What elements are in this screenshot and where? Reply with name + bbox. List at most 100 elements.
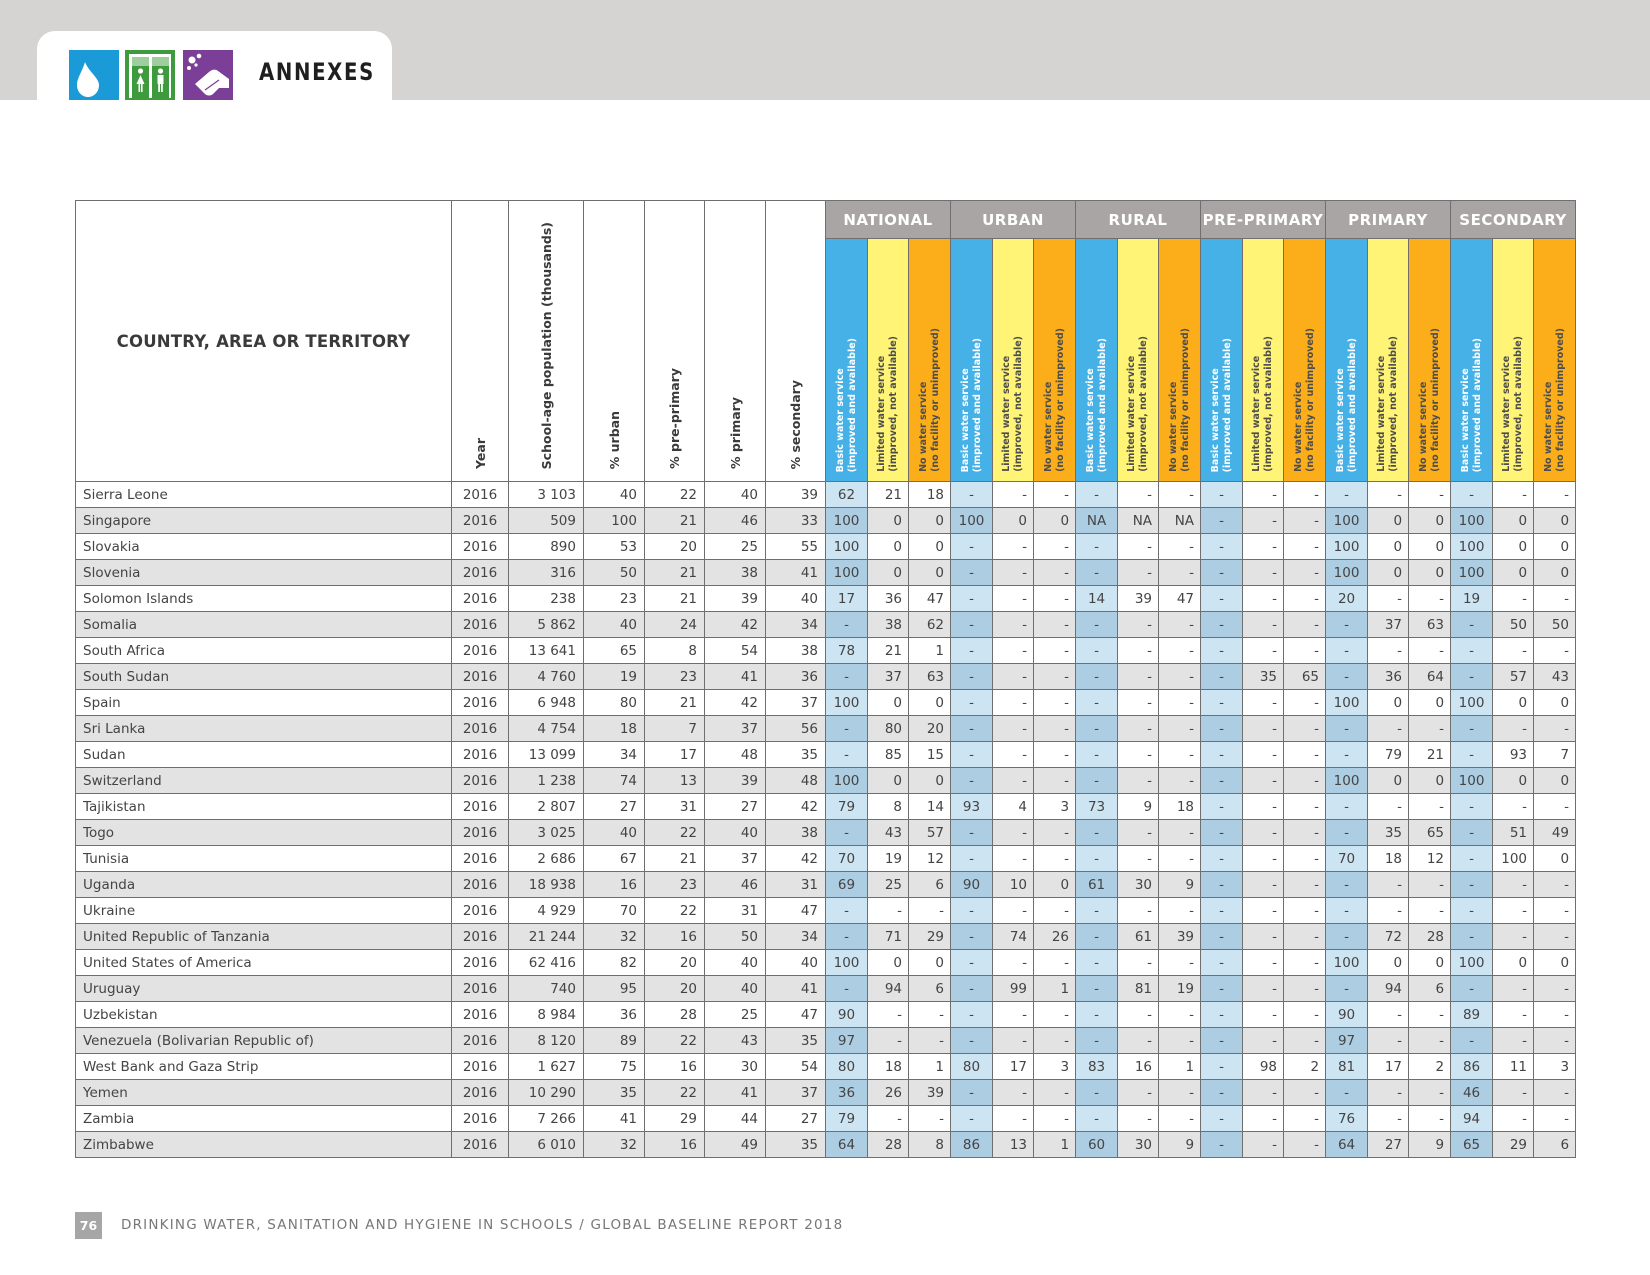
subheader-line-2: (improved and available) [1471, 337, 1483, 472]
table-cell: 100 [825, 507, 868, 534]
table-cell: 93 [950, 793, 994, 820]
subheader-line-2: (improved and available) [1221, 337, 1233, 472]
table-cell: - [1492, 715, 1535, 742]
subheader-line-2: (improved and available) [1346, 337, 1358, 472]
table-cell: - [1242, 533, 1285, 560]
table-cell: - [1242, 715, 1285, 742]
table-cell: - [1075, 975, 1119, 1002]
table-cell: - [1033, 715, 1077, 742]
table-cell: - [1075, 1079, 1119, 1106]
table-cell: 20 [1325, 585, 1369, 612]
table-cell: 100 [825, 559, 868, 586]
table-cell: - [1242, 793, 1285, 820]
table-cell: 36 [825, 1079, 868, 1106]
table-cell: 16 [1117, 1053, 1160, 1080]
table-cell: - [1200, 897, 1244, 924]
table-cell: 1 [1033, 1131, 1077, 1158]
table-cell: 41 [704, 1079, 766, 1106]
table-cell: - [950, 533, 994, 560]
table-cell: 0 [1533, 559, 1577, 586]
table-cell: 47 [907, 585, 952, 612]
table-cell: 17 [644, 741, 705, 768]
table-cell: - [1158, 689, 1202, 716]
country-cell: Tunisia [75, 845, 452, 872]
table-cell: - [992, 715, 1035, 742]
table-cell: - [992, 663, 1035, 690]
table-cell: - [1075, 1105, 1119, 1132]
table-cell: 7 [644, 715, 705, 742]
table-cell: 9 [1158, 1131, 1202, 1158]
country-cell: United States of America [75, 949, 452, 976]
table-cell: 2016 [451, 663, 509, 690]
table-cell: 0 [907, 533, 952, 560]
table-cell: 82 [583, 949, 645, 976]
table-cell: 6 948 [508, 689, 584, 716]
table-cell: 2016 [451, 1131, 509, 1158]
table-cell: 46 [704, 507, 766, 534]
subheader-label: Limited water service (improved, not avai… [1126, 336, 1150, 472]
table-cell: 0 [1533, 533, 1577, 560]
table-cell: - [1492, 1001, 1535, 1028]
subheader-secondary-basic-water-service: Basic water service (improved and availab… [1450, 238, 1494, 482]
secondary-column-header: % secondary [765, 200, 826, 482]
table-cell: - [1283, 507, 1327, 534]
table-cell: - [1450, 923, 1494, 950]
table-cell: 14 [907, 793, 952, 820]
country-cell: Switzerland [75, 767, 452, 794]
country-cell: South Africa [75, 637, 452, 664]
table-cell: 64 [825, 1131, 868, 1158]
table-cell: - [1242, 845, 1285, 872]
subheader-secondary-limited-water-service: Limited water service (improved, not avai… [1492, 238, 1535, 482]
group-header-secondary: SECONDARY [1450, 200, 1577, 239]
table-cell: - [950, 1027, 994, 1054]
table-cell: - [950, 715, 994, 742]
table-cell: 1 [1158, 1053, 1202, 1080]
table-cell: - [1242, 975, 1285, 1002]
table-cell: - [1283, 819, 1327, 846]
table-cell: - [907, 1001, 952, 1028]
table-cell: 65 [1283, 663, 1327, 690]
table-cell: 2016 [451, 585, 509, 612]
table-cell: 0 [1533, 689, 1577, 716]
table-cell: - [1117, 819, 1160, 846]
table-cell: 34 [765, 611, 826, 638]
table-cell: - [1492, 897, 1535, 924]
table-cell: - [1408, 1105, 1452, 1132]
table-cell: - [1200, 845, 1244, 872]
table-row: United States of America 2016 62 416 82 20 40… [75, 949, 1577, 976]
country-cell: Slovakia [75, 533, 452, 560]
table-cell: 31 [765, 871, 826, 898]
table-cell: - [1367, 1027, 1410, 1054]
table-cell: - [1242, 1131, 1285, 1158]
table-cell: - [950, 975, 994, 1002]
table-cell: - [867, 1027, 909, 1054]
table-cell: 2016 [451, 637, 509, 664]
table-row: Uganda 2016 18 938 16 23 46 31 69 25 6 90 10 0 61 30 9-… [75, 871, 1577, 898]
table-row: Sudan 2016 13 099 34 17 48 35-85 15- - - - - - - - - -79… [75, 741, 1577, 768]
table-body: Sierra Leone 2016 3 103 40 22 40 39 62 21 18- - - - -… [75, 481, 1577, 1158]
table-cell: - [1158, 715, 1202, 742]
table-cell: 13 [644, 767, 705, 794]
table-cell: - [1033, 767, 1077, 794]
subheader-line-1: Basic water service [1334, 368, 1346, 472]
table-cell: - [1117, 481, 1160, 508]
table-cell: 21 [867, 637, 909, 664]
table-cell: - [1158, 611, 1202, 638]
table-cell: - [1450, 793, 1494, 820]
table-cell: 0 [867, 507, 909, 534]
subheader-rural-limited-water-service: Limited water service (improved, not avai… [1117, 238, 1160, 482]
table-cell: - [1158, 559, 1202, 586]
table-cell: - [1033, 611, 1077, 638]
table-cell: 90 [825, 1001, 868, 1028]
table-row: United Republic of Tanzania 2016 21 244 32 1… [75, 923, 1577, 950]
table-cell: - [1200, 715, 1244, 742]
table-cell: NA [1117, 507, 1160, 534]
table-cell: - [1325, 481, 1369, 508]
table-cell: - [1283, 897, 1327, 924]
table-cell: - [1325, 611, 1369, 638]
table-cell: 19 [1158, 975, 1202, 1002]
table-cell: 1 [907, 1053, 952, 1080]
table-cell: - [867, 1001, 909, 1028]
table-cell: 34 [583, 741, 645, 768]
table-cell: 0 [907, 767, 952, 794]
